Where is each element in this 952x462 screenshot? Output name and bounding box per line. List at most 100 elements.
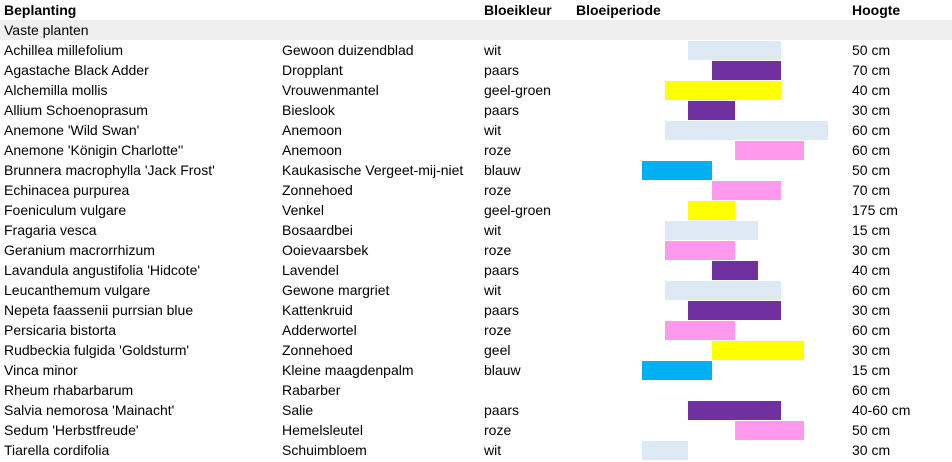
plant-dutch-name: Kaukasische Vergeet-mij-niet [282, 162, 464, 178]
plant-latin-name: Salvia nemorosa 'Mainacht' [4, 402, 175, 418]
bloom-color: paars [484, 402, 520, 418]
plant-height: 40-60 cm [852, 402, 911, 418]
table-row: Persicaria bistorta Adderwortel roze 60 cm [0, 320, 952, 340]
bloom-period-bar [711, 261, 758, 280]
bloom-color: paars [484, 262, 520, 278]
table-row: Tiarella cordifolia Schuimbloem wit 30 cm [0, 440, 952, 460]
table-row: Lavandula angustifolia 'Hidcote' Lavendel… [0, 260, 952, 280]
table-row: Rheum rhabarbarum Rabarber 60 cm [0, 380, 952, 400]
bloom-period-bar [734, 141, 805, 160]
table-row: Anemone 'Wild Swan' Anemoon wit 60 cm [0, 120, 952, 140]
bloom-period-bar [665, 81, 782, 100]
plant-latin-name: Alchemilla mollis [4, 82, 108, 98]
bloom-color: blauw [484, 162, 521, 178]
table-row: Sedum 'Herbstfreude' Hemelsleutel roze 50 c… [0, 420, 952, 440]
plant-dutch-name: Adderwortel [282, 322, 357, 338]
bloom-color: roze [484, 242, 512, 258]
table-row: Vinca minor Kleine maagdenpalm blauw 15 cm [0, 360, 952, 380]
plant-height: 15 cm [852, 362, 891, 378]
bloom-period-bar [688, 101, 735, 120]
plant-height: 60 cm [852, 382, 891, 398]
plant-dutch-name: Kattenkruid [282, 302, 353, 318]
plant-height: 60 cm [852, 282, 891, 298]
bloom-period-bar [642, 161, 712, 180]
bloom-period-bar [665, 221, 758, 240]
plant-height: 15 cm [852, 222, 891, 238]
bloom-color: paars [484, 62, 520, 78]
plant-dutch-name: Anemoon [282, 142, 342, 158]
plant-latin-name: Sedum 'Herbstfreude' [4, 422, 139, 438]
plant-height: 60 cm [852, 142, 891, 158]
plant-dutch-name: Bosaardbei [282, 222, 353, 238]
table-row: Salvia nemorosa 'Mainacht' Salie paars 40-6… [0, 400, 952, 420]
bloom-color: geel-groen [484, 82, 551, 98]
bloom-color: roze [484, 322, 512, 338]
table-row: Achillea millefolium Gewoon duizendblad wi… [0, 40, 952, 60]
bloom-color: wit [484, 442, 502, 458]
plant-dutch-name: Gewone margriet [282, 282, 390, 298]
bloom-period-bar [665, 281, 782, 300]
plant-latin-name: Allium Schoenoprasum [4, 102, 148, 118]
section-row: Vaste planten [0, 20, 952, 40]
plant-dutch-name: Rabarber [282, 382, 341, 398]
plant-height: 60 cm [852, 122, 891, 138]
plant-latin-name: Foeniculum vulgare [4, 202, 127, 218]
bloom-period-bar [665, 121, 828, 140]
plant-height: 30 cm [852, 242, 891, 258]
table-row: Anemone 'Königin Charlotte'' Anemoon roze 6… [0, 140, 952, 160]
table-row: Nepeta faassenii purrsian blue Kattenkrui… [0, 300, 952, 320]
plant-dutch-name: Hemelsleutel [282, 422, 363, 438]
table-row: Leucanthemum vulgare Gewone margriet wit 60… [0, 280, 952, 300]
plant-latin-name: Achillea millefolium [4, 42, 124, 58]
header-bloeiperiode: Bloeiperiode [576, 2, 661, 18]
bloom-color: roze [484, 182, 512, 198]
plant-dutch-name: Bieslook [282, 102, 335, 118]
bloom-color: wit [484, 282, 502, 298]
plant-height: 30 cm [852, 102, 891, 118]
bloom-color: wit [484, 222, 502, 238]
plant-latin-name: Persicaria bistorta [4, 322, 117, 338]
plant-height: 60 cm [852, 322, 891, 338]
plant-latin-name: Agastache Black Adder [4, 62, 149, 78]
plant-height: 30 cm [852, 302, 891, 318]
plant-dutch-name: Anemoon [282, 122, 342, 138]
plant-dutch-name: Ooievaarsbek [282, 242, 369, 258]
plant-dutch-name: Schuimbloem [282, 442, 367, 458]
plant-height: 70 cm [852, 62, 891, 78]
table-row: Brunnera macrophylla 'Jack Frost' Kaukasi… [0, 160, 952, 180]
bloom-period-bar [665, 321, 735, 340]
bloom-color: paars [484, 102, 520, 118]
header-bloeikleur: Bloeikleur [484, 2, 552, 18]
header-hoogte: Hoogte [852, 2, 901, 18]
plant-height: 40 cm [852, 82, 891, 98]
plant-latin-name: Anemone 'Königin Charlotte'' [4, 142, 184, 158]
plant-height: 50 cm [852, 42, 891, 58]
plant-height: 50 cm [852, 162, 891, 178]
plant-latin-name: Lavandula angustifolia 'Hidcote' [4, 262, 201, 278]
bloom-period-bar [734, 421, 805, 440]
plant-latin-name: Tiarella cordifolia [4, 442, 110, 458]
bloom-period-bar [642, 441, 689, 460]
bloom-color: blauw [484, 362, 521, 378]
plant-dutch-name: Kleine maagdenpalm [282, 362, 414, 378]
plant-height: 30 cm [852, 442, 891, 458]
plant-latin-name: Leucanthemum vulgare [4, 282, 151, 298]
bloom-period-bar [711, 181, 782, 200]
bloom-period-bar [688, 201, 735, 220]
bloom-period-bar [711, 341, 805, 360]
header-beplanting: Beplanting [4, 2, 77, 18]
plant-dutch-name: Venkel [282, 202, 325, 218]
plant-height: 175 cm [852, 202, 898, 218]
plant-latin-name: Brunnera macrophylla 'Jack Frost' [4, 162, 215, 178]
plant-latin-name: Rheum rhabarbarum [4, 382, 134, 398]
plant-dutch-name: Dropplant [282, 62, 343, 78]
bloom-color: geel-groen [484, 202, 551, 218]
plant-dutch-name: Lavendel [282, 262, 339, 278]
plant-dutch-name: Salie [282, 402, 314, 418]
bloom-period-bar [665, 241, 735, 260]
bloom-period-bar [688, 401, 782, 420]
bloom-period-bar [688, 301, 782, 320]
plant-latin-name: Anemone 'Wild Swan' [4, 122, 140, 138]
bloom-color: wit [484, 122, 502, 138]
